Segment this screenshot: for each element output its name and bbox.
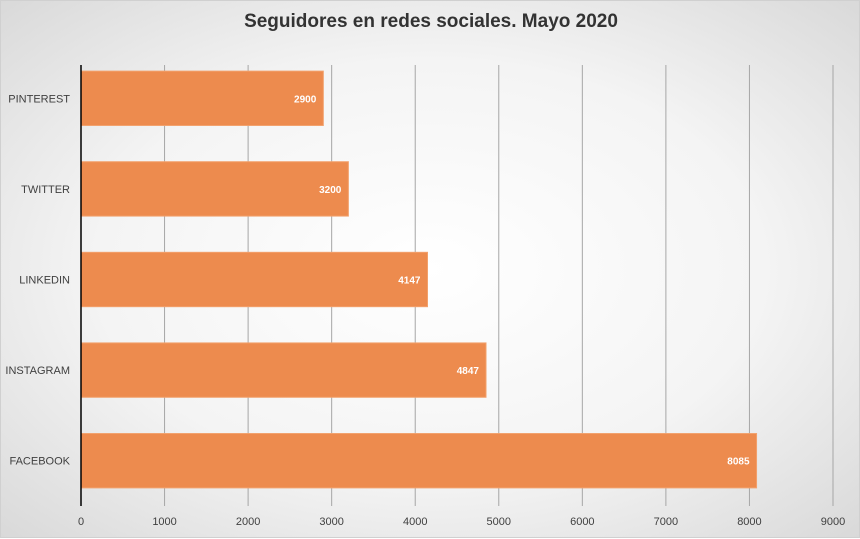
x-tick-label: 5000 [487, 516, 511, 528]
x-tick-label: 8000 [737, 516, 761, 528]
x-tick-label: 6000 [570, 516, 594, 528]
x-tick-label: 1000 [152, 516, 176, 528]
bar [80, 161, 349, 217]
category-label: FACEBOOK [9, 456, 70, 468]
chart-title: Seguidores en redes sociales. Mayo 2020 [244, 11, 618, 32]
category-label: LINKEDIN [19, 275, 70, 287]
data-label: 4147 [398, 276, 421, 287]
x-tick-label: 0 [78, 516, 84, 528]
data-label: 8085 [727, 457, 750, 468]
x-tick-label: 2000 [236, 516, 260, 528]
data-label: 4847 [457, 366, 480, 377]
x-tick-label: 9000 [821, 516, 845, 528]
bar [80, 70, 324, 126]
category-label: PINTEREST [8, 93, 70, 105]
x-tick-label: 3000 [319, 516, 343, 528]
category-label: TWITTER [21, 184, 70, 196]
x-tick-label: 4000 [403, 516, 427, 528]
x-tick-label: 7000 [654, 516, 678, 528]
data-label: 2900 [294, 94, 317, 105]
data-label: 3200 [319, 185, 342, 196]
category-label: INSTAGRAM [5, 365, 70, 377]
bar [80, 342, 487, 398]
bar [80, 433, 758, 489]
bar [80, 251, 429, 308]
